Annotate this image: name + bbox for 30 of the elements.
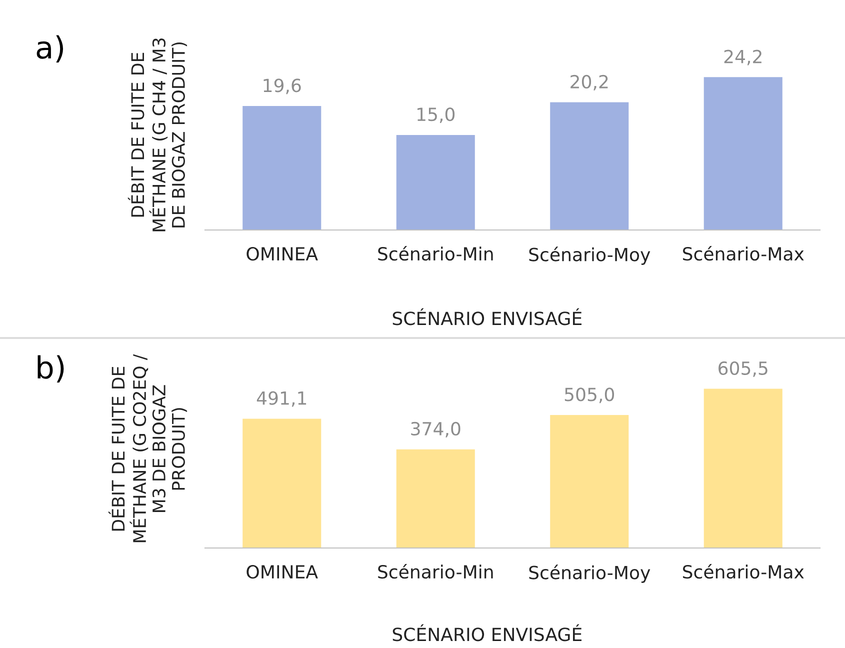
data-label: 491,1	[256, 391, 306, 407]
x-tick-label: Scénario-Moy	[529, 246, 650, 265]
x-axis-title: SCÉNARIO ENVISAGÉ	[392, 624, 582, 642]
x-tick-label: Scénario-Max	[682, 564, 804, 579]
data-label: 20,2	[570, 74, 608, 90]
y-axis-title: DÉBIT DE FUITE DE MÉTHANE (G CO2EQ / M3 DE BIOGAZ PRODUIT)	[108, 354, 188, 542]
bar	[550, 102, 629, 230]
chart-title: a)	[36, 35, 64, 62]
bar	[396, 449, 475, 548]
data-label: 24,2	[724, 50, 762, 66]
chart-title: b)	[38, 355, 64, 382]
bar	[242, 106, 322, 230]
bar	[704, 77, 782, 230]
bar	[396, 134, 475, 230]
x-tick-label: Scénario-Moy	[529, 564, 650, 583]
data-label: 505,0	[564, 388, 614, 404]
x-tick-label: OMINEA	[246, 564, 318, 579]
data-label: 605,5	[718, 361, 768, 377]
data-label: 19,6	[264, 78, 301, 94]
bar	[550, 415, 629, 548]
x-tick-label: Scénario-Min	[378, 564, 493, 579]
data-label: 15,0	[418, 108, 455, 124]
bar	[704, 388, 782, 548]
x-tick-label: Scénario-Max	[682, 246, 804, 261]
x-axis-title: SCÉNARIO ENVISAGÉ	[392, 308, 582, 326]
x-tick-label: Scénario-Min	[378, 246, 493, 261]
data-label: 374,0	[411, 422, 460, 438]
x-tick-label: OMINEA	[246, 246, 318, 261]
bar	[242, 418, 322, 548]
y-axis-title: DÉBIT DE FUITE DE MÉTHANE (G CH4 / M3 DE BIOGAZ PRODUIT)	[128, 38, 188, 232]
